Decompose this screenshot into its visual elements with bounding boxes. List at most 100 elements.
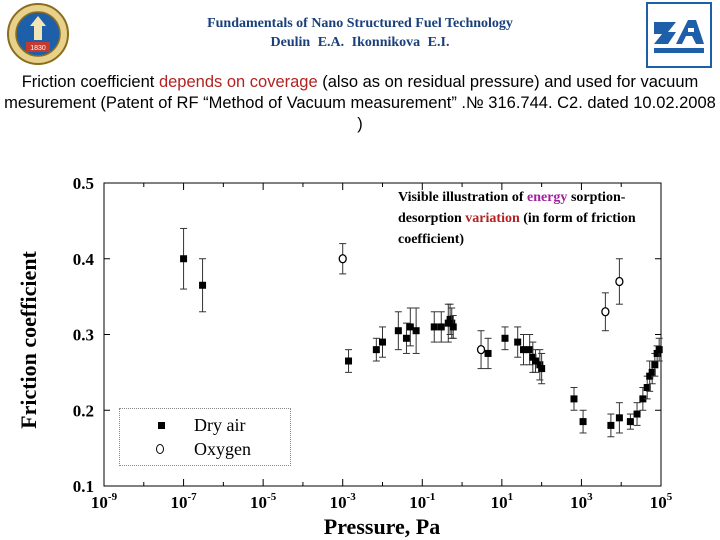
square-marker [520, 346, 528, 354]
square-marker [449, 323, 457, 331]
dry-air-point [514, 326, 522, 358]
desc-part-2: (also as on residual pressure) and used … [4, 73, 716, 133]
square-marker [514, 338, 522, 346]
dry-air-point [536, 349, 544, 381]
friction-chart: 0.10.20.30.40.5 10-9 10-7 10-5 10-3 10-1 101 1… [16, 174, 673, 539]
annotation-part-3: (in form of friction coefficient) [398, 211, 636, 247]
legend-label: Dry air [194, 415, 246, 435]
square-marker [372, 346, 380, 354]
dry-air-point [633, 402, 641, 426]
square-marker [412, 327, 420, 335]
annotation-variation: variation [465, 211, 520, 226]
dry-air-point [412, 307, 420, 354]
dry-air-point [579, 409, 587, 434]
square-marker [615, 414, 623, 422]
slide-description: Friction coefficient depends on coverage… [4, 72, 716, 135]
square-marker [643, 384, 651, 392]
square-marker [529, 353, 537, 361]
square-marker [526, 346, 534, 354]
dry-air-point [345, 349, 353, 373]
x-tick-label: 10-9 [91, 491, 118, 512]
dry-air-point [430, 311, 438, 343]
x-tick-label: 101 [491, 491, 514, 512]
circle-marker-icon [156, 444, 164, 454]
y-ticks: 0.1 0.2 0.3 0.4 0.5 [73, 174, 661, 496]
legend-label: Oxygen [194, 439, 251, 459]
x-axis-label: Pressure, Pa [324, 514, 441, 539]
square-marker [484, 349, 492, 357]
dry-air-point [372, 337, 380, 362]
annotation-part-2: sorption-desorption [398, 190, 626, 226]
x-tick-label: 10-5 [250, 491, 277, 512]
square-marker [651, 361, 659, 369]
dry-air-point [501, 326, 509, 351]
square-marker-icon [158, 422, 165, 429]
square-marker [655, 346, 663, 354]
oxygen-point [615, 258, 624, 305]
dry-air-point [607, 413, 615, 438]
square-marker [430, 323, 438, 331]
y-tick-label: 0.2 [73, 401, 94, 420]
dry-air-point [531, 349, 539, 373]
oxygen-point [601, 292, 610, 332]
circle-marker [476, 344, 486, 355]
x-tick-label: 103 [570, 491, 593, 512]
desc-part-1: Friction coefficient [21, 73, 159, 91]
circle-marker [615, 276, 624, 287]
dry-air-point [437, 311, 445, 343]
square-marker [437, 323, 445, 331]
x-tick-label: 10-7 [170, 491, 197, 512]
dry-air-point [180, 227, 188, 290]
department-logo [646, 2, 712, 68]
square-marker [579, 418, 587, 426]
circle-marker [601, 307, 610, 317]
square-marker [653, 349, 661, 357]
square-marker [345, 357, 353, 365]
dry-air-point [520, 334, 528, 366]
square-marker [501, 334, 509, 342]
dry-air-point [538, 352, 546, 385]
dry-air-point [199, 258, 207, 313]
university-crest-logo: 1830 [7, 3, 69, 65]
authors: Deulin E.A. Ikonnikova E.I. [270, 35, 450, 50]
square-marker [446, 315, 454, 323]
y-axis-label: Friction coefficient [16, 250, 41, 428]
dry-air-point [402, 322, 410, 354]
legend-entry-oxygen: Oxygen [120, 437, 290, 461]
data-points [180, 227, 663, 438]
x-tick-label: 10-3 [330, 491, 357, 512]
dry-air-point [394, 311, 402, 351]
y-tick-label: 0.1 [73, 477, 94, 496]
square-marker [633, 410, 641, 418]
annotation-text: Visible illustration of energy sorption-… [398, 187, 638, 250]
square-marker [639, 395, 647, 403]
circle-marker [338, 254, 347, 264]
square-marker [379, 338, 386, 346]
course-title: Fundamentals of Nano Structured Fuel Tec… [207, 16, 513, 31]
square-marker [406, 323, 414, 331]
square-marker [448, 319, 456, 327]
square-marker [180, 255, 188, 263]
oxygen-point [338, 243, 347, 275]
square-marker [626, 418, 634, 426]
chart-legend: Dry air Oxygen [119, 408, 291, 466]
square-marker [394, 327, 402, 335]
crest-year: 1830 [30, 45, 46, 52]
annotation-part-1: Visible illustration of [398, 190, 527, 205]
square-marker [531, 357, 539, 365]
square-marker [570, 395, 578, 403]
square-marker [538, 365, 546, 373]
y-tick-label: 0.4 [73, 250, 95, 269]
square-marker [646, 372, 654, 380]
dry-air-point [570, 387, 578, 411]
y-tick-label: 0.5 [73, 174, 94, 193]
dry-air-point [379, 326, 386, 358]
x-tick-label: 10-1 [409, 491, 435, 512]
dry-air-point [484, 337, 492, 370]
slide-header: Fundamentals of Nano Structured Fuel Tec… [80, 14, 640, 52]
desc-highlight: depends on coverage [158, 73, 318, 91]
square-marker [536, 361, 544, 369]
x-ticks: 10-9 10-7 10-5 10-3 10-1 101 103 105 [91, 183, 673, 512]
x-tick-label: 105 [650, 491, 673, 512]
dry-air-point [655, 337, 663, 362]
